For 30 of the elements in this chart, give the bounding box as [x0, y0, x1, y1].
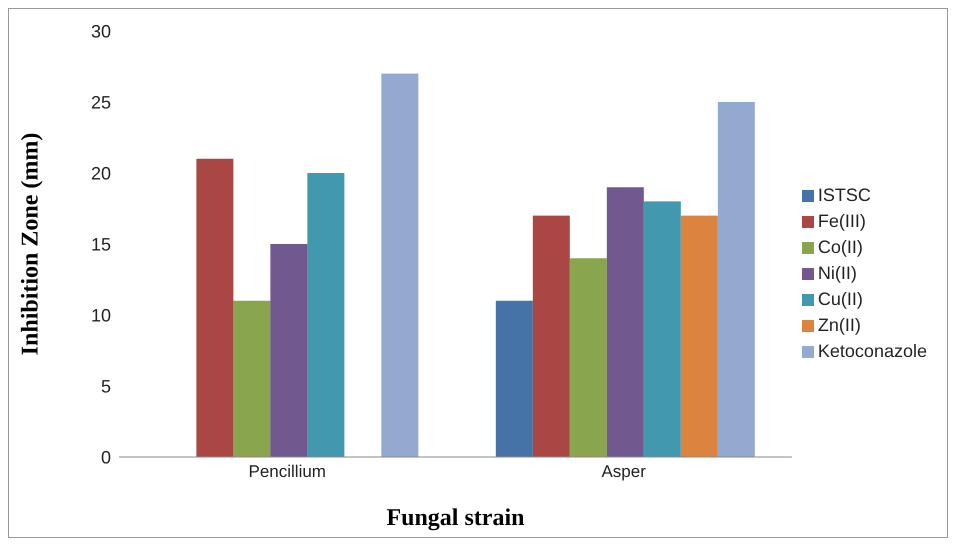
bar [718, 102, 755, 457]
legend-label: Zn(II) [818, 315, 861, 335]
y-tick-label: 30 [90, 21, 111, 42]
bar [496, 300, 533, 457]
x-tick-label: Asper [601, 462, 646, 482]
bar [196, 158, 234, 457]
y-tick-label: 15 [90, 234, 111, 254]
x-axis-title: Fungal strain [386, 505, 524, 531]
bar [532, 216, 570, 457]
y-axis-title: Inhibition Zone (mm) [18, 132, 44, 356]
legend-label: Fe(III) [818, 211, 866, 231]
bar [307, 173, 344, 457]
bar [233, 300, 270, 457]
y-tick-label: 20 [90, 163, 111, 184]
legend-label: Cu(II) [818, 289, 863, 309]
bar [381, 74, 418, 457]
legend-label: ISTSC [818, 185, 871, 205]
bar [680, 216, 718, 457]
y-tick-label: 0 [100, 447, 111, 468]
legend-label: Ketoconazole [818, 341, 927, 361]
x-tick-label: Pencillium [248, 462, 326, 482]
legend-label: Ni(II) [818, 263, 857, 283]
legend-label: Co(II) [818, 237, 863, 257]
bar [270, 244, 308, 457]
bar [570, 258, 607, 457]
y-tick-label: 25 [90, 92, 111, 112]
y-tick-label: 10 [90, 305, 111, 326]
bar [644, 201, 681, 457]
bar [606, 187, 644, 457]
y-tick-label: 5 [100, 376, 111, 396]
